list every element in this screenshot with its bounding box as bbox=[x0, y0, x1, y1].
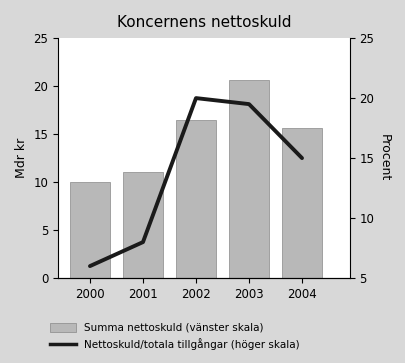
Title: Koncernens nettoskuld: Koncernens nettoskuld bbox=[116, 15, 290, 30]
Bar bbox=[123, 172, 162, 278]
Bar bbox=[281, 129, 321, 278]
Legend: Summa nettoskuld (vänster skala), Nettoskuld/totala tillgångar (höger skala): Summa nettoskuld (vänster skala), Nettos… bbox=[46, 318, 303, 354]
Bar bbox=[228, 80, 268, 278]
Bar bbox=[176, 120, 215, 278]
Y-axis label: Mdr kr: Mdr kr bbox=[15, 138, 28, 178]
Y-axis label: Procent: Procent bbox=[377, 134, 390, 182]
Bar bbox=[70, 182, 110, 278]
